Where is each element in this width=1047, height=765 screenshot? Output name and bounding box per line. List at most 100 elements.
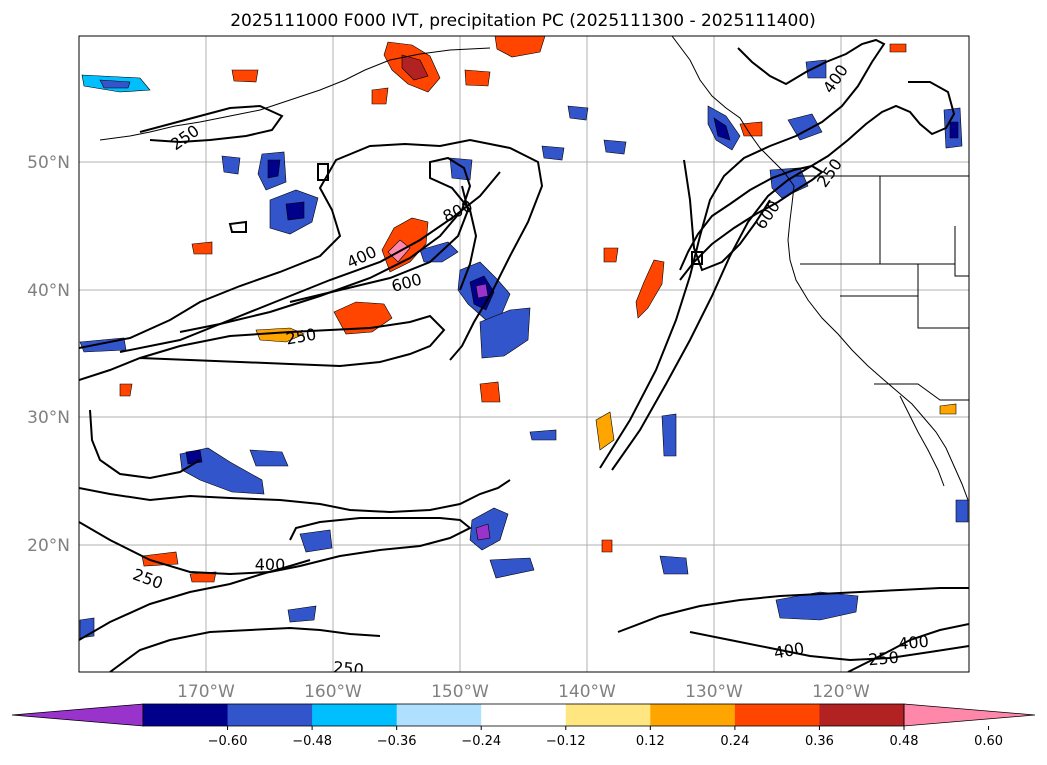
precip-patch	[955, 499, 969, 523]
ivt-contour-tropical-2	[79, 517, 472, 576]
colorbar-tick-label: −0.36	[377, 734, 417, 749]
ivt-contour-ne-outer	[599, 38, 886, 469]
colorbar-extend-low	[11, 703, 144, 727]
lat-label: 30°N	[27, 408, 70, 428]
colorbar-tick-label: −0.48	[292, 734, 332, 749]
ivt-contour-west-loop	[89, 409, 201, 480]
ivt-contour-small-1	[228, 220, 247, 233]
north-america-coast	[671, 36, 969, 501]
colorbar-segment	[819, 704, 905, 726]
contour-label: 400	[897, 632, 929, 654]
ivt-contour-small-3	[317, 163, 329, 181]
precip-patch	[185, 449, 203, 465]
ivt-contour-250-pacific	[79, 138, 544, 361]
colorbar-extend-high	[903, 703, 1036, 727]
ivt-contour-ne-mid	[611, 81, 956, 471]
colorbar-segment	[734, 704, 820, 726]
lon-label: 160°W	[304, 682, 362, 702]
ivt-contour-tropical-1	[79, 479, 511, 514]
precip-patch	[939, 403, 957, 415]
precip-patch	[661, 413, 677, 457]
precip-patch	[659, 555, 689, 575]
colorbar-tick-label: −0.12	[546, 734, 586, 749]
precip-patch	[287, 605, 317, 623]
colorbar-segment	[396, 704, 482, 726]
ivt-contour-400-pacific	[179, 156, 478, 333]
ivt-contour-ne-inner	[679, 164, 824, 281]
precip-patch	[464, 69, 491, 87]
ivt-contour-southeast-3	[847, 623, 969, 672]
precip-patch	[267, 159, 281, 179]
precip-patch	[541, 145, 565, 161]
lon-label: 170°W	[177, 682, 235, 702]
precip-patch	[191, 241, 213, 255]
latitude-labels: 50°N 40°N 30°N 20°N	[27, 153, 70, 556]
precip-patch	[949, 121, 959, 139]
lon-label: 150°W	[431, 682, 489, 702]
precip-patch	[479, 307, 531, 359]
colorbar: −0.60 −0.48 −0.36 −0.24 −0.12 0.12 0.24 0.36 0.4…	[11, 703, 1036, 749]
precip-patch	[603, 247, 619, 263]
precip-patch	[567, 105, 589, 121]
colorbar-segment	[143, 704, 229, 726]
lat-label: 50°N	[27, 153, 70, 173]
lon-label: 120°W	[812, 682, 870, 702]
lon-label: 130°W	[685, 682, 743, 702]
colorbar-tick-label: −0.24	[461, 734, 501, 749]
colorbar-segment	[565, 704, 651, 726]
ivt-contour-small-2	[691, 251, 703, 265]
precip-patch	[299, 529, 333, 553]
map-area: 250 400 800 400 600 250 400 250 600 250 …	[79, 36, 969, 680]
ivt-contour-tropical-3	[79, 559, 311, 641]
ivt-contour-250-alaska	[139, 104, 284, 144]
precip-patch	[249, 449, 289, 467]
colorbar-tick-label: 0.12	[636, 734, 665, 749]
precip-patch	[119, 383, 133, 397]
contour-label: 250	[867, 648, 899, 670]
precip-patch	[601, 539, 613, 553]
alaska-coast	[99, 47, 491, 141]
ivt-contour-ne-plume	[683, 159, 771, 272]
precip-patch	[603, 139, 627, 155]
ivt-contour-tropical-4	[109, 626, 381, 672]
colorbar-tick-label: −0.60	[208, 734, 248, 749]
lat-label: 40°N	[27, 281, 70, 301]
lat-label: 20°N	[27, 536, 70, 556]
precip-patch	[419, 241, 459, 263]
colorbar-tick-label: 0.48	[890, 734, 919, 749]
precip-patch	[529, 429, 557, 441]
contour-label: 250	[332, 658, 364, 680]
precip-patch	[775, 591, 859, 621]
precip-patch	[401, 54, 429, 81]
coastlines	[99, 36, 969, 501]
precip-patch	[739, 121, 763, 137]
precip-patch	[489, 557, 535, 579]
colorbar-segment	[312, 704, 398, 726]
ivt-contour-250-inner	[119, 171, 501, 353]
precip-patch	[713, 117, 731, 141]
precip-patch	[99, 79, 131, 89]
longitude-labels: 170°W 160°W 150°W 140°W 130°W 120°W	[177, 682, 870, 702]
figure-title: 2025111000 F000 IVT, precipitation PC (2…	[230, 11, 816, 31]
colorbar-segment	[227, 704, 313, 726]
precip-patch	[231, 69, 259, 83]
colorbar-tick-label: 0.24	[720, 734, 749, 749]
precip-patch	[889, 43, 907, 53]
precip-patch	[479, 381, 501, 403]
precip-patch	[595, 411, 615, 451]
border-us-mexico	[874, 383, 969, 401]
ivt-contour-southeast-1	[617, 587, 969, 633]
colorbar-outline	[142, 703, 905, 727]
colorbar-segment	[650, 704, 736, 726]
contour-label: 400	[255, 555, 286, 574]
precip-patch	[285, 201, 305, 221]
baja-coast	[899, 395, 945, 487]
map-frame	[78, 35, 970, 673]
gridlines	[79, 36, 969, 672]
precip-patch	[141, 551, 179, 567]
precip-patch	[475, 523, 491, 541]
precipitation-patches	[79, 36, 969, 639]
ivt-contours	[79, 38, 969, 672]
ivt-contour-250-west	[79, 314, 446, 381]
